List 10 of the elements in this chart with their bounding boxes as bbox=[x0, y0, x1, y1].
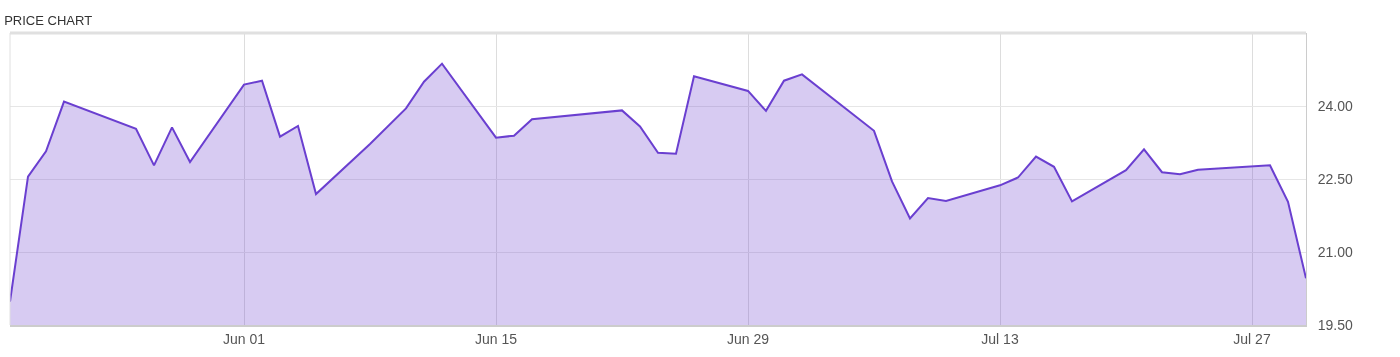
chart-title: PRICE CHART bbox=[4, 13, 93, 29]
y-tick-label: 21.00 bbox=[1317, 243, 1354, 260]
y-tick-label: 24.00 bbox=[1317, 97, 1354, 114]
y-tick-label: 19.50 bbox=[1317, 316, 1354, 333]
x-tick-label: Jun 15 bbox=[474, 330, 518, 347]
x-tick-label: Jun 01 bbox=[222, 330, 266, 347]
y-tick-label: 22.50 bbox=[1317, 170, 1354, 187]
x-tick-label: Jul 13 bbox=[981, 330, 1019, 347]
x-tick-label: Jun 29 bbox=[726, 330, 770, 347]
x-tick-label: Jul 27 bbox=[1233, 330, 1271, 347]
